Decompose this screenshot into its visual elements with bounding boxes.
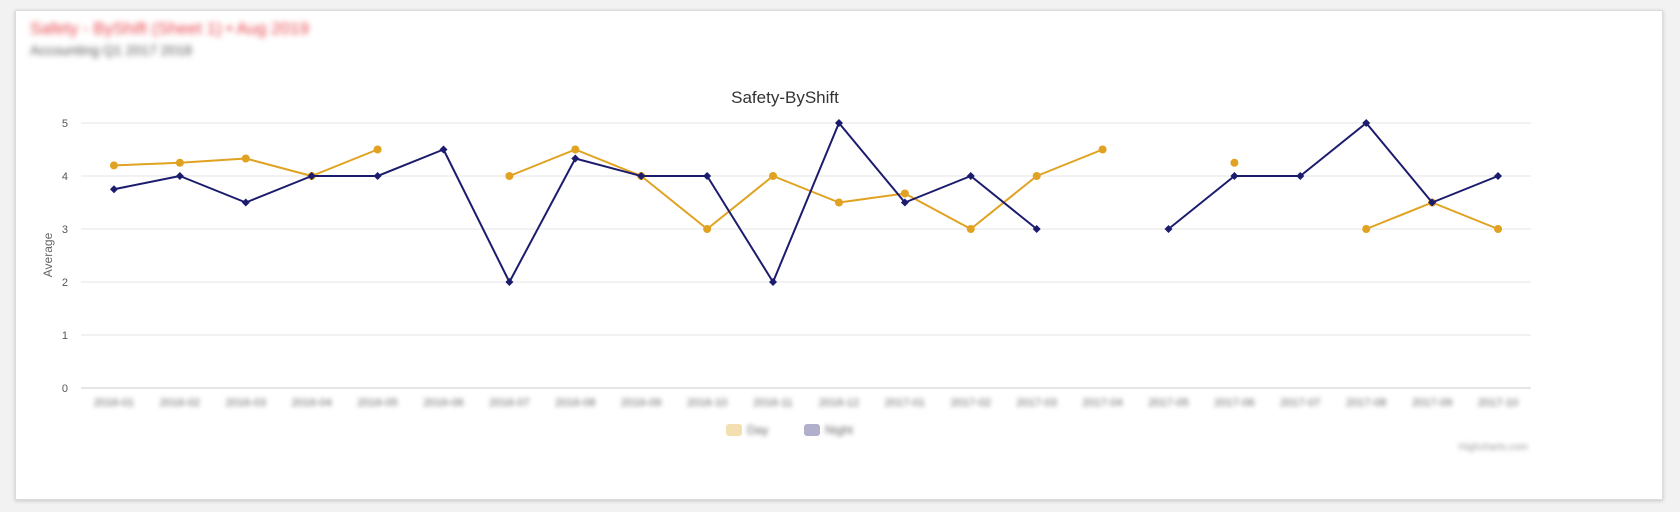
legend-item[interactable]: Day	[726, 423, 768, 437]
x-tick-label: 2016-05	[357, 397, 397, 409]
x-tick-label: 2016-08	[555, 397, 595, 409]
data-point	[1032, 172, 1041, 180]
legend-swatch	[726, 424, 742, 436]
data-point	[769, 172, 778, 180]
x-tick-label: 2017-04	[1082, 397, 1122, 409]
x-tick-label: 2016-02	[160, 397, 200, 409]
data-point	[637, 172, 646, 180]
data-point	[109, 185, 118, 194]
data-point	[373, 172, 382, 180]
report-subtitle: Accounting Q1 2017 2018	[30, 42, 192, 58]
x-tick-label: 2017-02	[951, 397, 991, 409]
data-point	[1296, 172, 1305, 180]
data-point	[966, 172, 975, 180]
data-point	[1428, 198, 1437, 207]
data-point	[1230, 172, 1239, 180]
chart-title: Safety-ByShift	[731, 88, 839, 107]
x-tick-label: 2017-01	[885, 397, 925, 409]
legend-label: Night	[825, 423, 854, 437]
x-tick-label: 2016-11	[753, 397, 793, 409]
data-point	[1032, 225, 1041, 233]
data-point	[1230, 158, 1239, 167]
data-point	[175, 172, 184, 180]
data-point	[966, 225, 975, 233]
y-tick-label: 2	[62, 277, 68, 289]
data-point	[834, 119, 843, 127]
legend-swatch	[804, 424, 820, 436]
data-point	[1494, 225, 1503, 233]
data-point	[439, 145, 448, 154]
data-point	[1164, 225, 1173, 233]
data-point	[571, 145, 580, 154]
data-point	[505, 278, 514, 286]
y-tick-label: 1	[62, 330, 68, 342]
data-point	[1362, 225, 1371, 233]
x-tick-label: 2017-06	[1214, 397, 1254, 409]
series-line	[1167, 122, 1499, 230]
chart-card: Safety - ByShift (Sheet 1) • Aug 2019 Ac…	[15, 10, 1663, 500]
legend-label: Day	[747, 423, 768, 437]
data-point	[373, 145, 382, 154]
data-point	[241, 198, 250, 207]
data-point	[109, 161, 118, 170]
series-group	[109, 119, 1503, 286]
credits[interactable]: Highcharts.com	[1459, 442, 1528, 453]
data-point	[703, 225, 712, 233]
x-tick-label: 2017-10	[1478, 397, 1518, 409]
x-tick-label: 2017-09	[1412, 397, 1452, 409]
y-tick-label: 0	[62, 383, 68, 395]
data-point	[571, 154, 580, 163]
data-point	[900, 189, 909, 198]
x-axis-ticks: 2016-01 2016-02 2016-03 2016-04 2016-05 2016-…	[94, 397, 1518, 409]
series-line	[509, 148, 1103, 230]
data-point	[703, 172, 712, 180]
data-point	[1362, 119, 1371, 127]
y-axis-ticks: 0 1 2 3 4 5	[62, 118, 68, 395]
y-tick-label: 4	[62, 171, 68, 183]
data-point	[900, 198, 909, 207]
data-point	[175, 158, 184, 167]
legend-item[interactable]: Night	[804, 423, 854, 437]
x-tick-label: 2017-05	[1148, 397, 1188, 409]
data-point	[505, 172, 514, 180]
x-tick-label: 2016-12	[819, 397, 859, 409]
data-point	[241, 154, 250, 163]
x-tick-label: 2017-03	[1016, 397, 1056, 409]
x-tick-label: 2016-06	[423, 397, 463, 409]
x-tick-label: 2017-07	[1280, 397, 1320, 409]
series-night	[109, 119, 1503, 286]
x-tick-label: 2016-10	[687, 397, 727, 409]
x-tick-label: 2016-07	[489, 397, 529, 409]
x-tick-label: 2017-08	[1346, 397, 1386, 409]
series-day	[109, 145, 1503, 233]
data-point	[307, 172, 316, 180]
x-tick-label: 2016-01	[94, 397, 134, 409]
data-point	[1098, 145, 1107, 154]
data-point	[1494, 172, 1503, 180]
x-tick-label: 2016-09	[621, 397, 661, 409]
y-tick-label: 3	[62, 224, 68, 236]
series-line	[113, 148, 378, 177]
x-tick-label: 2016-04	[291, 397, 331, 409]
legend: Day Night	[726, 423, 854, 437]
x-tick-label: 2016-03	[226, 397, 266, 409]
data-point	[834, 198, 843, 207]
data-point	[769, 278, 778, 286]
y-axis-label: Average	[41, 232, 55, 277]
gridlines	[81, 122, 1531, 336]
y-tick-label: 5	[62, 118, 68, 130]
report-title: Safety - ByShift (Sheet 1) • Aug 2019	[30, 19, 310, 38]
